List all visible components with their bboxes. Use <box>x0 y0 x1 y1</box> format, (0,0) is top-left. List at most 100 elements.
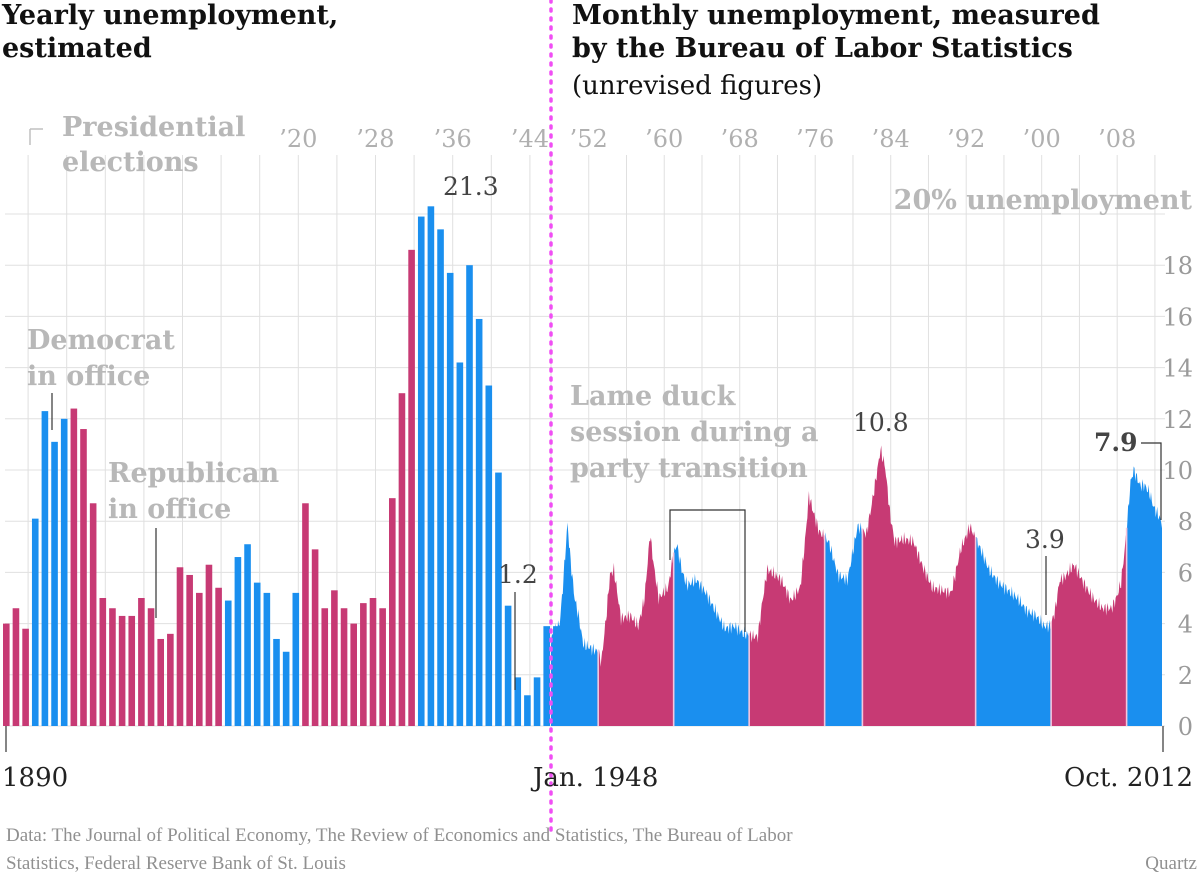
y-tick-label: 16 <box>1162 303 1193 331</box>
yearly-bar-1908 <box>176 567 184 726</box>
yearly-bar-1932 <box>408 249 415 726</box>
election-tick-label: ’60 <box>645 125 683 153</box>
election-tick-label: ’36 <box>434 125 472 153</box>
yearly-bar-1935 <box>437 229 444 727</box>
yearly-bar-1916 <box>253 582 261 726</box>
yearly-bar-1890 <box>3 623 10 726</box>
election-tick-label: ’20 <box>279 125 317 153</box>
monthly-area <box>551 445 1162 726</box>
x-label-mid: Jan. 1948 <box>530 763 658 793</box>
legend-democrat-line-1: Democrat <box>27 325 175 356</box>
y-tick-label: 12 <box>1162 406 1193 434</box>
yearly-bar-1938 <box>466 265 473 726</box>
yearly-bar-1928 <box>369 598 377 726</box>
yearly-bars <box>3 206 560 727</box>
yearly-bar-1903 <box>128 615 136 726</box>
yearly-bar-1925 <box>340 608 348 726</box>
yearly-bar-1939 <box>475 318 483 726</box>
yearly-bar-1937 <box>456 362 464 726</box>
monthly-term-6 <box>975 536 1052 726</box>
lame-duck-line-1: Lame duck <box>570 381 737 412</box>
low-1944-label: 1.2 <box>498 560 538 589</box>
yearly-bar-1931 <box>398 393 406 726</box>
yearly-bar-1926 <box>350 623 357 726</box>
yearly-bar-1920 <box>292 592 300 726</box>
yearly-bar-1945 <box>533 677 541 726</box>
yearly-bar-1942 <box>504 605 512 726</box>
yearly-bar-1915 <box>244 544 251 726</box>
yearly-bar-1944 <box>524 695 531 726</box>
peak-1982-label: 10.8 <box>853 408 909 437</box>
yearly-bar-1911 <box>205 564 213 726</box>
election-tick-label: ’68 <box>721 125 759 153</box>
yearly-bar-1946 <box>543 626 550 726</box>
monthly-term-1 <box>598 537 674 726</box>
right-subtitle: (unrevised figures) <box>572 71 822 101</box>
y-tick-label: 4 <box>1178 611 1193 639</box>
election-tick-label: ’08 <box>1098 125 1136 153</box>
yearly-bar-1918 <box>273 638 280 726</box>
yearly-bar-1899 <box>89 503 97 726</box>
yearly-bar-1902 <box>118 615 126 726</box>
yearly-bar-1929 <box>379 608 386 726</box>
last-2012-label: 7.9 <box>1094 428 1138 457</box>
brand-label: Quartz <box>1145 853 1197 874</box>
y-axis-top-label: 20% unemployment <box>894 185 1193 216</box>
yearly-bar-1943 <box>514 677 522 726</box>
yearly-bar-1940 <box>485 385 493 726</box>
yearly-bar-1904 <box>138 598 145 726</box>
lame-duck-line-3: party transition <box>570 453 808 484</box>
x-label-end: Oct. 2012 <box>1064 763 1193 793</box>
monthly-term-5 <box>862 445 976 726</box>
legend-republican-line-2: in office <box>108 494 231 525</box>
election-tick-label: ’92 <box>947 125 985 153</box>
election-label-line-1: Presidential <box>62 112 245 143</box>
yearly-bar-1921 <box>302 503 309 726</box>
yearly-bar-1936 <box>446 272 454 726</box>
y-tick-label: 0 <box>1178 713 1193 741</box>
yearly-bar-1905 <box>147 608 155 726</box>
yearly-bar-1909 <box>186 574 193 726</box>
yearly-bar-1919 <box>282 651 290 726</box>
monthly-term-0 <box>551 522 599 726</box>
yearly-bar-1913 <box>224 600 232 726</box>
election-label-line-2: elections <box>62 147 199 178</box>
right-title-line-2: by the Bureau of Labor Statistics <box>572 33 1073 64</box>
yearly-bar-1892 <box>22 628 29 726</box>
yearly-bar-1941 <box>495 472 502 726</box>
yearly-bar-1927 <box>360 603 367 726</box>
yearly-bar-1907 <box>167 633 174 726</box>
yearly-bar-1897 <box>70 408 78 726</box>
yearly-bar-1933 <box>417 216 425 726</box>
low-2000-label: 3.9 <box>1025 525 1065 554</box>
election-tick-label: ’76 <box>796 125 834 153</box>
monthly-term-8 <box>1126 466 1162 726</box>
yearly-bar-1923 <box>321 608 329 726</box>
election-tick-label: ’52 <box>570 125 608 153</box>
source-line-1: Data: The Journal of Political Economy, … <box>6 825 793 846</box>
right-title-line-1: Monthly unemployment, measured <box>572 0 1100 31</box>
yearly-bar-1924 <box>331 590 338 726</box>
yearly-bar-1930 <box>389 498 396 726</box>
yearly-bar-1912 <box>215 587 222 726</box>
legend-democrat-line-2: in office <box>27 361 150 392</box>
election-tick-label: ’28 <box>356 125 394 153</box>
left-title-line-1: Yearly unemployment, <box>1 0 338 31</box>
yearly-bar-1898 <box>80 429 87 726</box>
yearly-bar-1917 <box>263 592 271 726</box>
x-label-start: 1890 <box>2 763 68 793</box>
yearly-bar-1934 <box>427 206 435 726</box>
y-tick-label: 18 <box>1162 252 1193 280</box>
yearly-bar-1910 <box>196 592 203 726</box>
peak-1933-label: 21.3 <box>443 172 499 201</box>
yearly-bar-1896 <box>60 418 68 726</box>
monthly-term-7 <box>1051 535 1127 726</box>
yearly-bar-1891 <box>12 608 20 726</box>
yearly-bar-1894 <box>41 411 49 726</box>
monthly-term-4 <box>824 522 863 726</box>
y-tick-label: 2 <box>1178 662 1193 690</box>
yearly-bar-1914 <box>234 557 242 726</box>
y-tick-label: 10 <box>1162 457 1193 485</box>
source-line-2: Statistics, Federal Reserve Bank of St. … <box>6 853 346 874</box>
